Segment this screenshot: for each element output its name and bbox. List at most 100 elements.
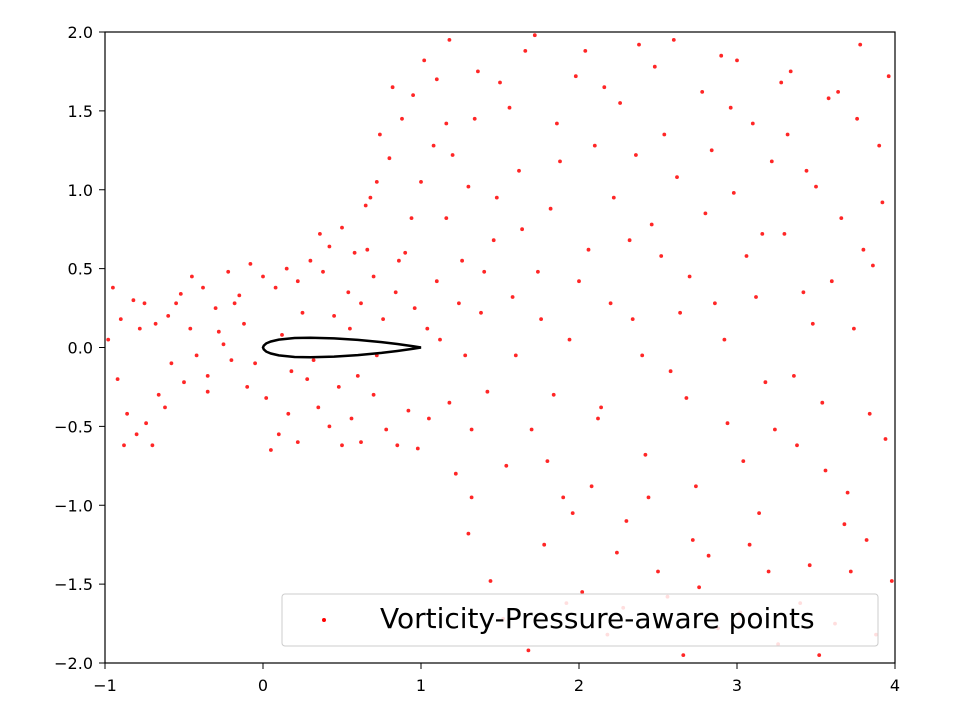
legend-marker [322, 618, 326, 622]
scatter-point [867, 411, 872, 416]
airfoil-outline [261, 336, 422, 359]
scatter-point [788, 69, 793, 74]
scatter-point [321, 269, 325, 274]
scatter-point [871, 263, 875, 268]
y-tick-label: −2.0 [54, 654, 93, 673]
scatter-point [336, 385, 341, 389]
scatter-point [216, 329, 221, 334]
scatter-point [826, 96, 831, 101]
y-tick-label: 0.0 [68, 339, 93, 358]
scatter-point [845, 490, 850, 495]
scatter-point [387, 156, 392, 161]
scatter-point [690, 538, 695, 542]
scatter-point [583, 49, 588, 53]
x-tick-label: 2 [574, 676, 584, 695]
scatter-point [700, 90, 705, 94]
scatter-point [877, 143, 882, 148]
scatter-point [858, 42, 863, 47]
scatter-point [494, 195, 499, 200]
scatter-point [412, 306, 417, 310]
scatter-point [630, 317, 635, 321]
scatter-point [340, 443, 344, 448]
scatter-point [453, 471, 458, 476]
scatter-point [548, 206, 553, 211]
scatter-point [640, 353, 645, 358]
scatter-point [526, 648, 531, 653]
plot-frame [104, 31, 896, 664]
scatter-point [349, 416, 354, 421]
scatter-point [305, 377, 310, 381]
scatter-point [504, 463, 509, 468]
scatter-point [744, 254, 749, 258]
scatter-point [447, 400, 452, 405]
scatter-point [122, 443, 126, 448]
scatter-point [466, 531, 471, 536]
scatter-point [731, 191, 736, 195]
scatter-point [427, 416, 431, 421]
scatter-point [539, 317, 543, 321]
scatter-point [300, 310, 305, 315]
scatter-point [118, 317, 123, 321]
scatter-point [510, 295, 515, 299]
scatter-point [517, 168, 521, 173]
scatter-point [773, 427, 777, 432]
scatter-point [213, 306, 218, 310]
scatter-point [839, 216, 844, 221]
scatter-point [166, 314, 171, 318]
scatter-point [352, 250, 357, 255]
scatter-point [226, 269, 231, 274]
scatter-point [713, 301, 717, 306]
scatter-point [706, 553, 711, 558]
scatter-point [709, 148, 714, 153]
scatter-point [814, 184, 818, 189]
scatter-point [675, 175, 679, 180]
scatter-point [684, 396, 689, 400]
scatter-point [395, 443, 400, 448]
scatter-point [520, 227, 524, 232]
scatter-point [580, 590, 585, 594]
scatter-point [248, 262, 253, 266]
scatter-point [763, 380, 768, 385]
scatter-point [221, 342, 226, 347]
scatter-point [134, 432, 139, 437]
scatter-point [589, 484, 594, 489]
scatter-point [668, 369, 673, 374]
scatter-point [883, 437, 888, 441]
scatter-point [406, 408, 411, 413]
scatter-point [485, 389, 490, 394]
scatter-point [551, 392, 556, 397]
scatter-point [864, 538, 869, 542]
scatter-point [542, 542, 547, 547]
scatter-point [735, 58, 739, 63]
scatter-point [769, 159, 774, 164]
scatter-point [450, 153, 455, 157]
scatter-point [156, 392, 161, 397]
scatter-point [656, 569, 660, 574]
scatter-point [253, 361, 257, 366]
scatter-point [374, 180, 379, 184]
scatter-point [852, 326, 856, 331]
scatter-point [340, 225, 344, 230]
scatter-points [106, 33, 894, 657]
scatter-point [438, 337, 442, 342]
scatter-point [150, 443, 155, 448]
scatter-point [115, 377, 120, 381]
scatter-point [359, 440, 363, 444]
scatter-point [419, 180, 423, 184]
scatter-point [555, 121, 559, 126]
scatter-point [289, 369, 294, 374]
scatter-point [425, 326, 430, 331]
scatter-point [855, 116, 859, 121]
scatter-point [637, 42, 641, 47]
scatter-point [627, 238, 632, 243]
scatter-point [457, 301, 461, 306]
scatter-point [596, 416, 600, 421]
scatter-point [415, 446, 420, 451]
scatter-point [242, 321, 246, 326]
scatter-point [886, 74, 891, 79]
scatter-point [513, 353, 518, 358]
scatter-point [316, 405, 321, 410]
scatter-point [687, 274, 692, 279]
x-axis-ticks: −1 0 1 2 3 4 [93, 663, 900, 695]
scatter-point [153, 321, 158, 326]
